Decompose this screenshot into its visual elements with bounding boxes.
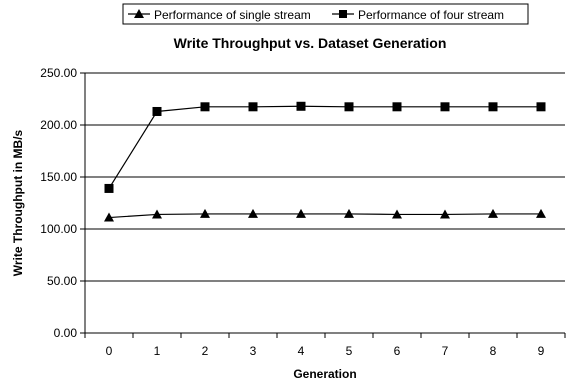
legend-box [122, 3, 529, 25]
data-point-triangle [344, 208, 354, 218]
y-tick-label: 50.00 [47, 274, 77, 288]
data-point-square [248, 102, 258, 112]
x-tick-labels: 0 1 2 3 4 5 6 7 8 9 [84, 333, 566, 358]
x-tick-label: 5 [346, 344, 353, 358]
data-point-triangle [488, 208, 498, 218]
data-point-triangle [104, 212, 114, 222]
legend-label-four: Performance of four stream [358, 8, 504, 22]
chart-title: Write Throughput vs. Dataset Generation [174, 35, 447, 51]
x-tick-label: 1 [154, 344, 161, 358]
data-point-square [296, 101, 306, 111]
y-tick-label: 150.00 [40, 170, 77, 184]
data-point-square [440, 102, 450, 112]
y-tick-label: 100.00 [40, 222, 77, 236]
x-axis-title: Generation [293, 367, 356, 381]
data-point-square [344, 102, 354, 112]
series-line-square [108, 105, 541, 189]
y-axis-title: Write Throughput in MB/s [11, 129, 25, 276]
y-tick-label: 0.00 [54, 326, 78, 340]
data-point-square [152, 106, 162, 116]
data-point-square [104, 183, 114, 193]
data-point-square [488, 102, 498, 112]
x-tick-label: 3 [250, 344, 257, 358]
series-line-triangle [108, 213, 541, 219]
series-group [104, 101, 546, 222]
data-point-triangle [392, 209, 402, 219]
y-tick-label: 200.00 [40, 118, 77, 132]
data-point-square [536, 102, 546, 112]
data-point-triangle [248, 208, 258, 218]
gridlines [80, 72, 565, 334]
legend-marker-triangle [134, 9, 144, 18]
x-tick-label: 9 [538, 344, 545, 358]
y-tick-labels: 0.00 50.00 100.00 150.00 200.00 250.00 [40, 66, 77, 340]
x-tick-label: 7 [442, 344, 449, 358]
y-tick-label: 250.00 [40, 66, 77, 80]
data-point-triangle [536, 208, 546, 218]
legend-marker-square [339, 10, 347, 18]
legend: Performance of single stream Performance… [122, 3, 529, 25]
data-point-square [392, 102, 402, 112]
data-point-triangle [440, 209, 450, 219]
x-tick-label: 6 [394, 344, 401, 358]
data-point-triangle [200, 208, 210, 218]
x-tick-label: 2 [202, 344, 209, 358]
legend-label-single: Performance of single stream [154, 8, 311, 22]
x-tick-label: 8 [490, 344, 497, 358]
x-tick-label: 0 [106, 344, 113, 358]
data-point-triangle [152, 209, 162, 219]
x-tick-label: 4 [298, 344, 305, 358]
data-point-triangle [296, 208, 306, 218]
data-point-square [200, 102, 210, 112]
